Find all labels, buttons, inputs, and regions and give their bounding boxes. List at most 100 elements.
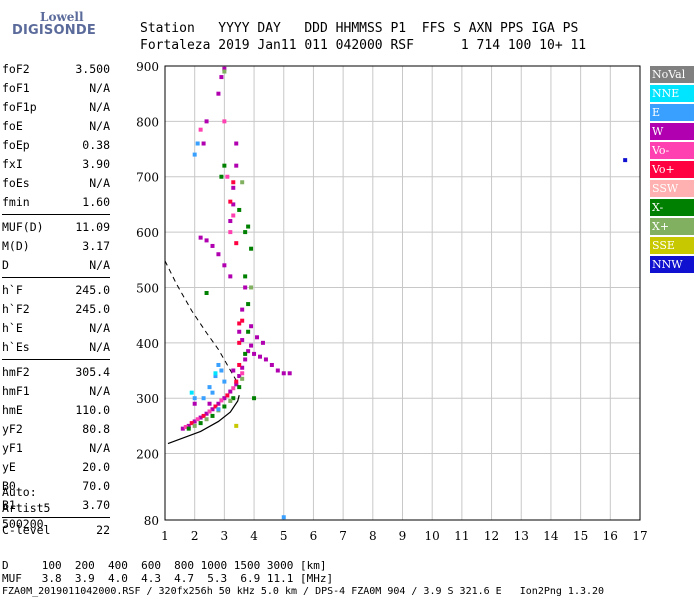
param-label: MUF(D) [2,220,44,234]
data-point-w [231,202,236,207]
param-value: 11.09 [75,220,110,234]
param-label: yF1 [2,441,23,455]
data-point-w [186,423,191,428]
data-point-vo [234,241,239,246]
data-point-e [222,379,227,384]
param-value: N/A [89,100,110,114]
param-label: hmF2 [2,365,30,379]
param-label: h`Es [2,340,30,354]
data-point-vo [231,386,236,391]
param-row: M(D) 3.17 [2,237,110,256]
data-point-x [243,351,248,356]
data-point-w [237,374,242,379]
legend-item: NNE [650,85,694,102]
data-point-e [213,374,218,379]
param-value: N/A [89,321,110,335]
data-point-vo [195,417,200,422]
param-separator [2,214,110,215]
data-point-x [222,404,227,409]
param-value: 20.0 [82,460,110,474]
data-point-w [204,238,209,243]
y-tick-label: 800 [136,115,159,129]
y-tick-label: 300 [136,392,159,406]
param-row: yF2 80.8 [2,420,110,439]
param-label: yF2 [2,422,23,436]
param-value: N/A [89,258,110,272]
legend-item: E [650,104,694,121]
param-value: 3.70 [82,498,110,512]
param-row: foF1 N/A [2,79,110,98]
param-label: yE [2,460,16,474]
data-point-w [204,119,209,124]
x-tick-label: 12 [484,529,499,543]
data-point-w [287,371,292,376]
auto-version: 500200 [2,517,44,531]
x-tick-label: 10 [425,529,440,543]
data-point-w [249,324,254,329]
data-point-vo [222,119,227,124]
param-row: yE 20.0 [2,458,110,477]
param-row: fxI 3.90 [2,155,110,174]
param-row: B1 3.70 [2,496,110,515]
data-point-w [210,407,215,412]
data-point-w [249,343,254,348]
y-tick-label: 700 [136,171,159,185]
param-label: foE [2,119,23,133]
electron-density-profile [167,395,240,445]
param-label: fmin [2,195,30,209]
data-point-w [231,368,236,373]
data-point-w [222,66,227,71]
muf-dashed-curve [164,260,240,389]
legend-item: W [650,123,694,140]
data-point-w [198,415,203,420]
y-tick-label: 400 [136,337,159,351]
x-tick-label: 7 [339,529,347,543]
data-point-sse [234,423,239,428]
data-point-x [240,376,245,381]
param-row: foEs N/A [2,174,110,193]
auto-label: Auto: [2,485,37,499]
data-point-x [240,180,245,185]
data-point-w [216,252,221,257]
data-point-w [243,357,248,362]
data-point-x [231,396,236,401]
param-row: fmin 1.60 [2,193,110,212]
data-point-vo [183,424,188,429]
param-row: foF2 3.500 [2,60,110,79]
x-tick-label: 3 [221,529,229,543]
data-point-x [249,285,254,290]
legend-item: Vo- [650,142,694,159]
data-point-e [192,396,197,401]
data-point-x [210,413,215,418]
data-point-w [192,419,197,424]
param-row: foF1p N/A [2,98,110,117]
y-tick-label: 80 [144,514,159,528]
data-point-w [219,75,224,80]
data-point-vo [231,180,236,185]
param-label: D [2,258,9,272]
param-row: C-level 22 [2,521,110,540]
data-point-w [263,357,268,362]
data-point-w [222,396,227,401]
param-label: foF1p [2,100,37,114]
param-value: 70.0 [82,479,110,493]
x-tick-label: 6 [310,529,318,543]
param-label: foEs [2,176,30,190]
data-point-w [204,411,209,416]
data-point-x [237,385,242,390]
param-label: fxI [2,157,23,171]
data-point-e [192,152,197,157]
muf-row: MUF 3.8 3.9 4.0 4.3 4.7 5.3 6.9 11.1 [MH… [2,572,334,585]
data-point-w [228,389,233,394]
data-point-w [269,362,274,367]
param-row: foEp 0.38 [2,136,110,155]
y-tick-label: 900 [136,60,159,74]
data-point-w [210,243,215,248]
x-tick-label: 4 [250,529,258,543]
data-point-vo [213,404,218,409]
param-row: MUF(D) 11.09 [2,218,110,237]
data-point-w [281,371,286,376]
data-point-vo [240,318,245,323]
plot-frame [164,65,641,521]
data-point-x [222,69,227,74]
